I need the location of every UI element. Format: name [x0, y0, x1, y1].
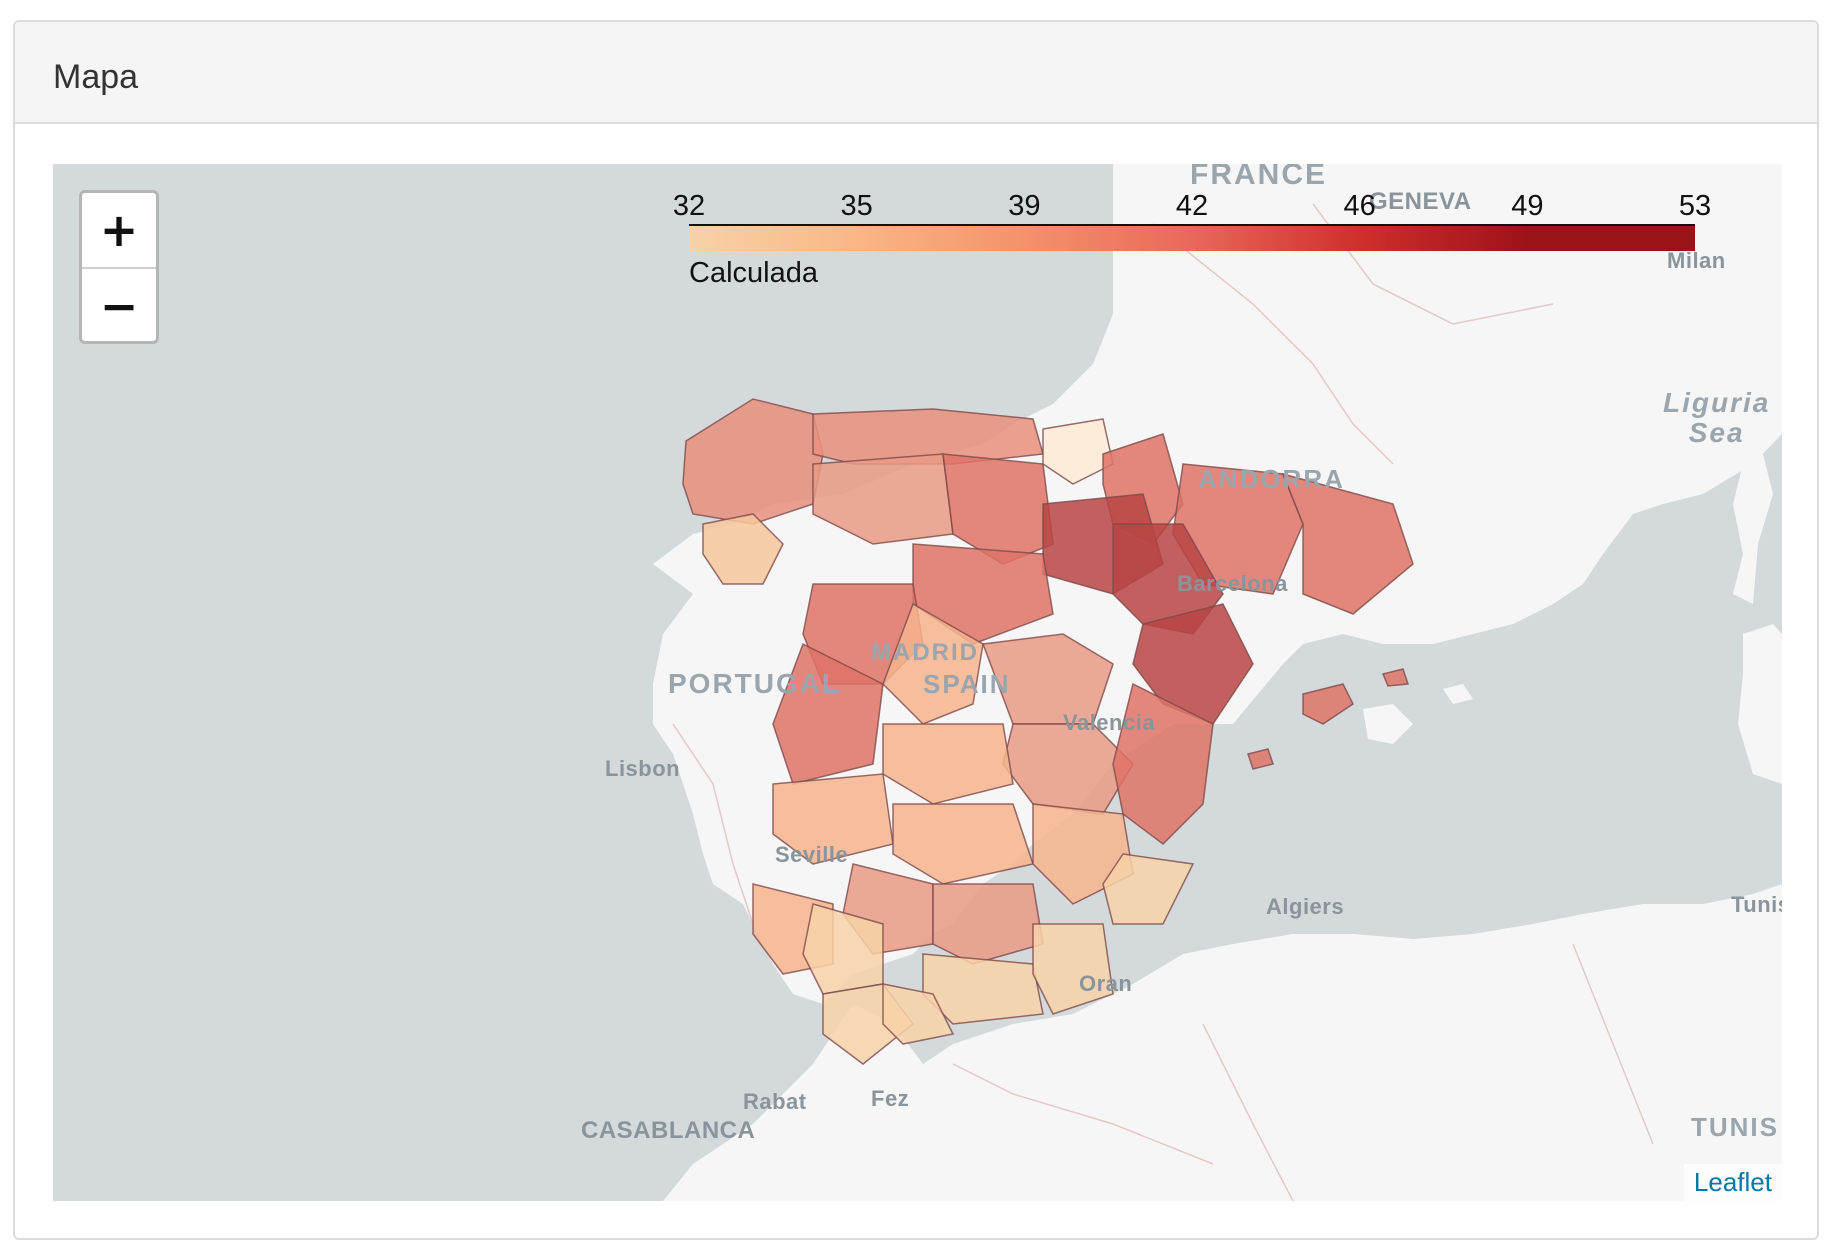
label-tunisia: TUNIS [1691, 1112, 1779, 1142]
land-balearics [1363, 684, 1473, 744]
zoom-control: + − [79, 190, 159, 344]
province-leon [812, 453, 954, 545]
panel-heading: Mapa [15, 22, 1817, 124]
province-alicante [1102, 853, 1195, 925]
province-pontevedra [702, 513, 784, 585]
label-madrid: MADRID [871, 639, 979, 666]
label-milan: Milan [1667, 248, 1726, 273]
label-ligurian-sea: Liguria Sea [1663, 388, 1770, 448]
label-andorra: ANDORRA [1198, 464, 1345, 494]
label-seville: Seville [775, 842, 849, 867]
label-ligurian-sea-line2: Sea [1688, 417, 1745, 448]
zoom-in-button[interactable]: + [99, 203, 139, 257]
leaflet-attribution-link[interactable]: Leaflet [1683, 1164, 1782, 1201]
label-oran: Oran [1079, 971, 1133, 996]
province-menorca [1381, 668, 1410, 687]
province-guadalajara [981, 633, 1114, 725]
province-ibiza [1247, 748, 1274, 770]
label-algiers: Algiers [1266, 894, 1345, 919]
label-france: FRANCE [1190, 164, 1327, 191]
map-view[interactable]: FRANCE GENEVA Milan Liguria Sea ANDORRA … [53, 164, 1782, 1201]
label-fez: Fez [871, 1086, 910, 1111]
map-panel: Mapa [13, 20, 1819, 1240]
province-valencia [1112, 682, 1214, 845]
province-granada [922, 953, 1044, 1025]
label-ligurian-sea-line1: Liguria [1663, 387, 1771, 418]
province-ciudad-real [892, 803, 1034, 885]
province-toledo [882, 723, 1014, 805]
label-tunis: Tunis [1731, 892, 1782, 917]
province-badajoz [772, 773, 894, 865]
land-corsica-sardinia [1733, 454, 1782, 784]
province-mallorca [1302, 683, 1354, 725]
province-galicia [682, 398, 824, 525]
label-casablanca: CASABLANCA [581, 1117, 756, 1144]
land-africa [663, 884, 1782, 1201]
province-catalonia [1281, 472, 1414, 615]
province-madrid [882, 602, 984, 725]
province-caceres [772, 642, 884, 785]
choropleth-layer [682, 398, 1414, 1065]
label-valencia: Valencia [1063, 710, 1156, 735]
province-jaen [932, 883, 1044, 965]
label-rabat: Rabat [743, 1089, 807, 1114]
label-lisbon: Lisbon [605, 756, 681, 781]
zoom-out-button[interactable]: − [82, 267, 156, 343]
label-barcelona: Barcelona [1177, 571, 1288, 596]
label-spain: SPAIN [923, 669, 1011, 699]
province-malaga [882, 983, 955, 1045]
province-almeria [1032, 923, 1114, 1015]
label-geneva: GENEVA [1369, 188, 1472, 215]
panel-title: Mapa [53, 58, 139, 96]
label-portugal: PORTUGAL [668, 668, 842, 699]
province-basque [1042, 418, 1114, 485]
